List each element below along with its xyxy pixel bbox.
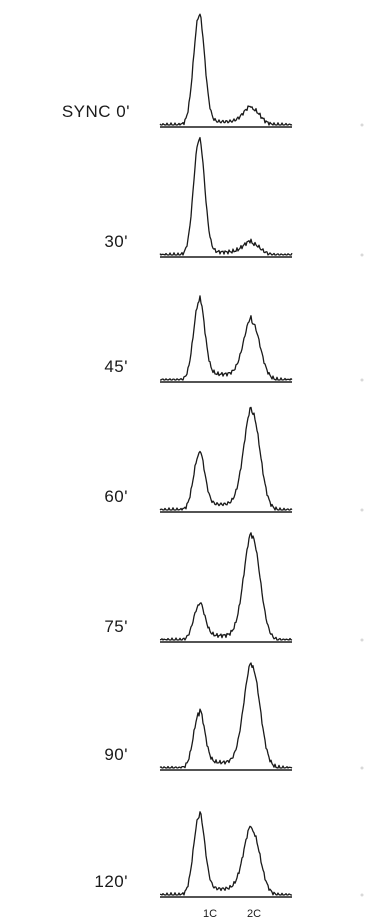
timepoint-label: 30' — [104, 232, 128, 251]
histogram-trace — [159, 662, 293, 769]
edge-mark — [360, 253, 364, 257]
timepoint-label: 120' — [94, 872, 128, 891]
x-tick-2C: 2C — [247, 908, 261, 920]
histogram-trace — [159, 136, 293, 256]
timepoint-label: 90' — [104, 745, 128, 764]
timepoint-label: 45' — [104, 357, 128, 376]
edge-mark — [360, 766, 364, 770]
edge-mark — [360, 123, 364, 127]
timepoint-label: SYNC 0' — [62, 102, 130, 121]
histogram-trace — [160, 295, 293, 381]
edge-mark — [360, 378, 364, 382]
edge-mark — [360, 638, 364, 642]
histogram-trace — [160, 811, 292, 896]
edge-mark — [360, 893, 364, 897]
histogram-trace — [159, 13, 293, 126]
histogram-trace — [159, 406, 293, 511]
histogram-trace — [159, 532, 293, 641]
x-tick-1C: 1C — [203, 908, 217, 920]
timepoint-label: 60' — [104, 487, 128, 506]
timepoint-label: 75' — [104, 617, 128, 636]
edge-mark — [360, 508, 364, 512]
